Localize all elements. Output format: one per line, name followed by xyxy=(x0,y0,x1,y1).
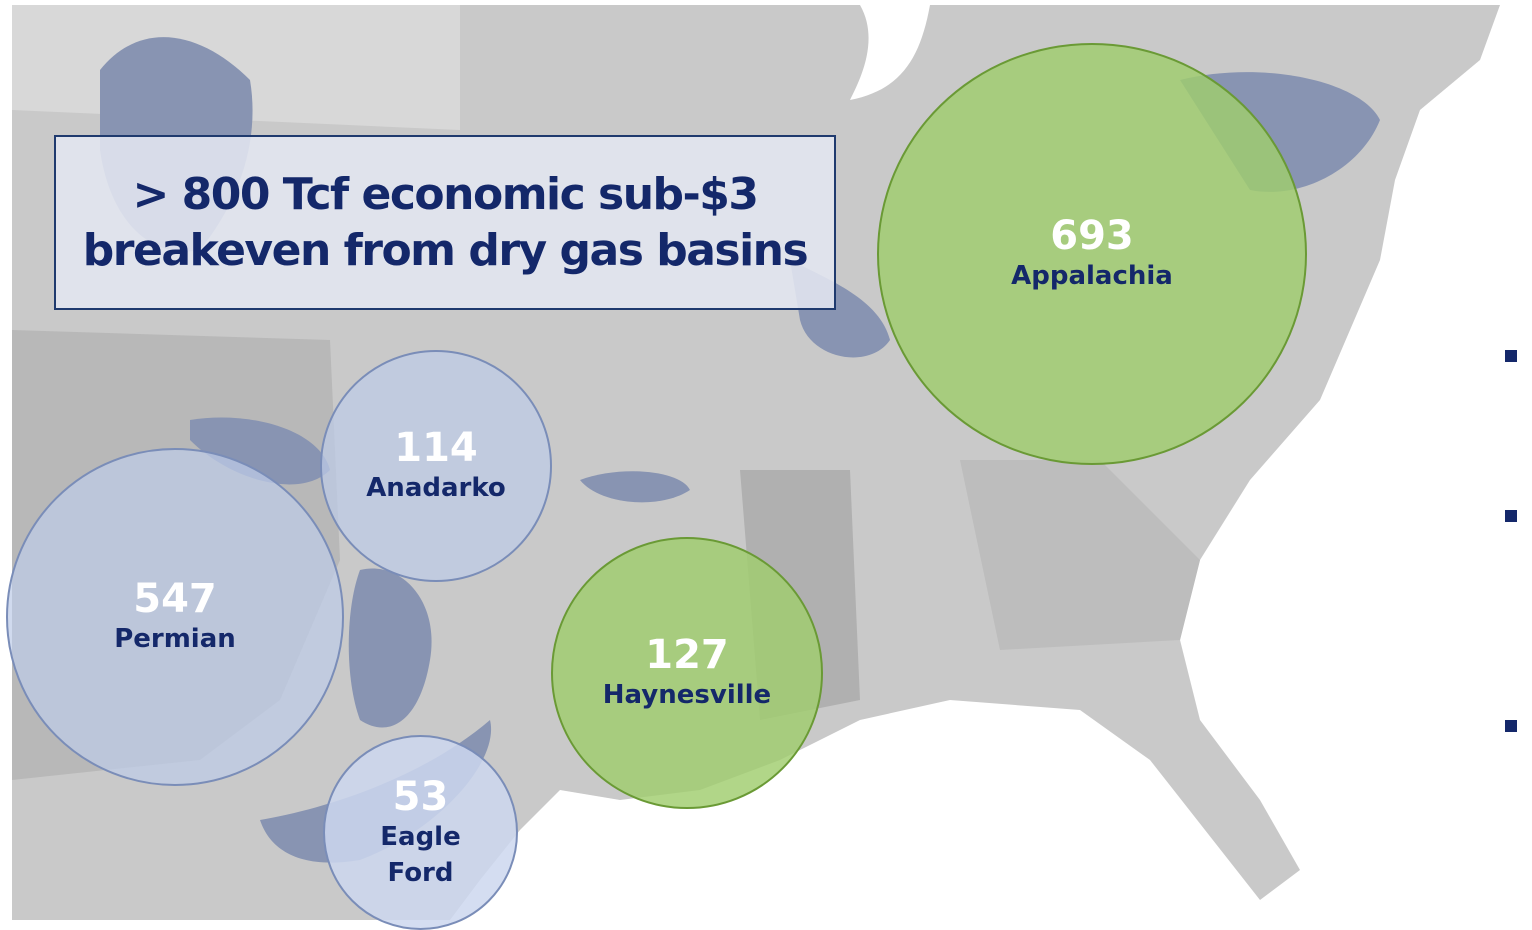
title: > 800 Tcf economic sub-$3 breakeven from… xyxy=(54,135,836,310)
bullet xyxy=(1505,510,1517,522)
bubble: 53 Eagle Ford xyxy=(323,735,518,930)
basin-name: Permian xyxy=(114,624,236,654)
state-region xyxy=(960,460,1200,650)
basin-name: Anadarko xyxy=(366,473,506,503)
bubble: 114 Anadarko xyxy=(320,350,552,582)
bullet xyxy=(1505,350,1517,362)
basin-name: Haynesville xyxy=(602,680,772,710)
basin xyxy=(580,471,690,503)
basin xyxy=(348,568,432,728)
basin xyxy=(190,417,330,485)
lake xyxy=(850,5,930,100)
bubble: 693 Appalachia xyxy=(877,43,1307,465)
basin-name: Eagle Ford xyxy=(380,821,461,888)
basin-value: 547 xyxy=(133,576,217,622)
bubble: 127 Haynesville xyxy=(551,537,823,809)
basin-value: 53 xyxy=(392,773,449,820)
bubble: 547 Permian xyxy=(6,448,344,786)
basin-name: Appalachia xyxy=(1011,261,1173,291)
basin-value: 114 xyxy=(394,425,478,471)
bullet xyxy=(1505,720,1517,732)
basin-value: 127 xyxy=(645,632,729,678)
basin-value: 693 xyxy=(1050,213,1134,259)
